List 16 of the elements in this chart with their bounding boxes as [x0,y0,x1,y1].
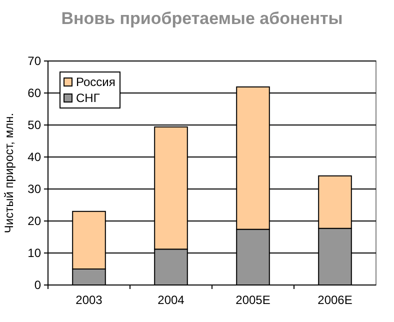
y-tick-label: 10 [28,246,42,260]
y-tick-label: 70 [28,54,42,68]
x-tick-label: 2005E [236,293,270,307]
y-axis-title: Чистый прирост, млн. [2,112,16,234]
legend-label: Россия [76,75,116,89]
chart-title: Вновь приобретаемые абоненты [61,9,343,28]
y-tick-label: 20 [28,214,42,228]
y-tick-label: 0 [34,278,42,292]
x-tick-label: 2004 [158,293,185,307]
y-tick-label: 30 [28,182,42,196]
y-tick-label: 40 [28,150,42,164]
legend-label: СНГ [76,91,100,105]
y-tick-label: 50 [28,118,42,132]
x-tick-label: 2006E [318,293,352,307]
x-tick-label: 2003 [76,293,103,307]
y-tick-label: 60 [28,86,42,100]
